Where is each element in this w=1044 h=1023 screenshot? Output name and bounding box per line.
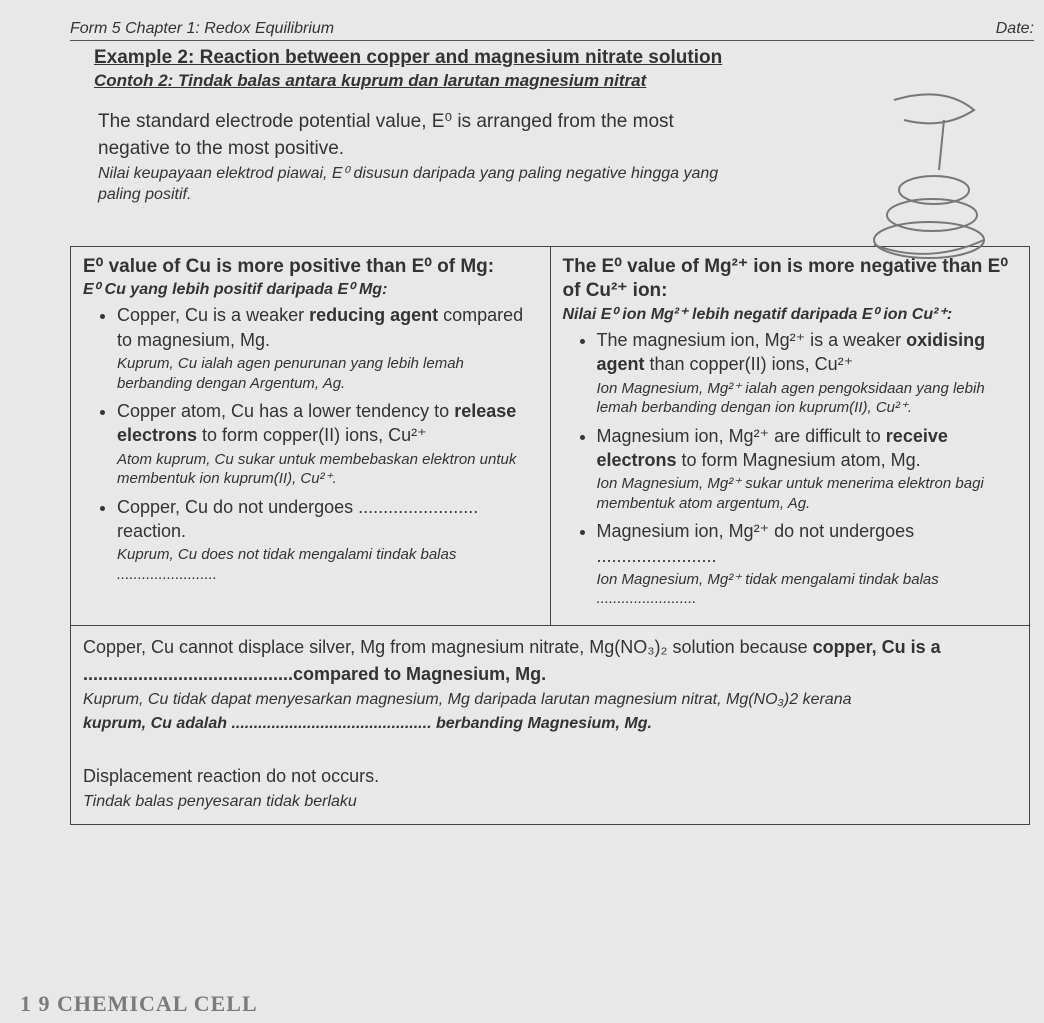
right-head-my: Nilai E⁰ ion Mg²⁺ lebih negatif daripada… (563, 304, 1018, 324)
left-head: E⁰ value of Cu is more positive than E⁰ … (83, 255, 538, 280)
chapter-label: Form 5 Chapter 1: Redox Equilibrium (70, 20, 334, 38)
left-head-my: E⁰ Cu yang lebih positif daripada E⁰ Mg: (83, 279, 538, 299)
comparison-table: E⁰ value of Cu is more positive than E⁰ … (70, 246, 1030, 825)
list-item: Magnesium ion, Mg²⁺ are difficult to rec… (597, 424, 1018, 514)
worksheet-page: Form 5 Chapter 1: Redox Equilibrium Date… (0, 0, 1044, 1023)
date-label: Date: (996, 20, 1034, 38)
list-item: Copper, Cu is a weaker reducing agent co… (117, 303, 538, 393)
footer-text: 1 9 CHEMICAL CELL (20, 991, 258, 1017)
intro-my: Nilai keupayaan elektrod piawai, E⁰ disu… (98, 164, 738, 206)
example-title: Example 2: Reaction between copper and m… (94, 47, 1034, 69)
intro-en: The standard electrode potential value, … (98, 109, 738, 162)
left-cell: E⁰ value of Cu is more positive than E⁰ … (71, 246, 551, 625)
conclusion-cell: Copper, Cu cannot displace silver, Mg fr… (71, 625, 1030, 824)
list-item: Copper, Cu do not undergoes ............… (117, 495, 538, 585)
right-cell: The E⁰ value of Mg²⁺ ion is more negativ… (550, 246, 1030, 625)
list-item: Copper atom, Cu has a lower tendency to … (117, 399, 538, 489)
spring-sketch-icon (834, 80, 1014, 270)
list-item: The magnesium ion, Mg²⁺ is a weaker oxid… (597, 328, 1018, 418)
page-header: Form 5 Chapter 1: Redox Equilibrium Date… (70, 20, 1034, 41)
list-item: Magnesium ion, Mg²⁺ do not undergoes ...… (597, 519, 1018, 609)
